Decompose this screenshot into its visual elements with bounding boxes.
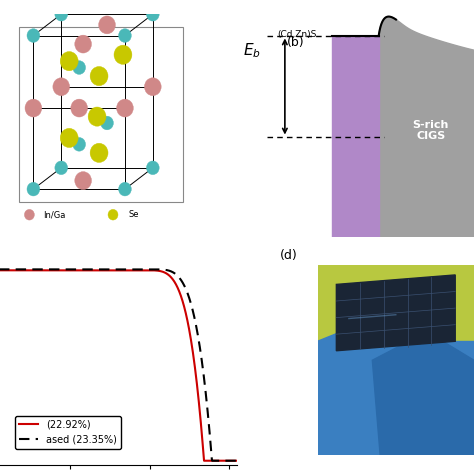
Circle shape: [55, 161, 68, 174]
Text: $E_b$: $E_b$: [243, 42, 261, 60]
Text: In/Ga: In/Ga: [43, 210, 66, 219]
Circle shape: [146, 8, 159, 21]
Circle shape: [75, 35, 91, 53]
Circle shape: [60, 52, 78, 71]
Circle shape: [75, 172, 91, 190]
Legend: (22.92%), ased (23.35%): (22.92%), ased (23.35%): [15, 416, 121, 448]
Circle shape: [118, 182, 131, 196]
Polygon shape: [373, 332, 474, 455]
Text: (b): (b): [286, 36, 304, 49]
Circle shape: [90, 66, 108, 86]
Circle shape: [118, 29, 131, 42]
Circle shape: [73, 137, 85, 151]
Text: (Cd,Zn)S: (Cd,Zn)S: [277, 30, 317, 39]
Bar: [318, 265, 474, 341]
Circle shape: [27, 29, 40, 42]
Text: (d): (d): [280, 249, 298, 263]
Circle shape: [73, 61, 85, 74]
Polygon shape: [332, 36, 379, 237]
Circle shape: [27, 182, 40, 196]
Polygon shape: [318, 322, 396, 455]
Circle shape: [145, 78, 161, 96]
Circle shape: [25, 210, 35, 220]
Circle shape: [114, 45, 132, 64]
Polygon shape: [337, 275, 455, 351]
Bar: [19, 27, 182, 202]
Circle shape: [25, 99, 42, 117]
Circle shape: [146, 161, 159, 174]
Text: Se: Se: [129, 210, 139, 219]
Circle shape: [71, 99, 88, 117]
Polygon shape: [379, 17, 474, 237]
Circle shape: [90, 143, 108, 163]
Circle shape: [88, 107, 106, 126]
Bar: [318, 341, 474, 455]
Circle shape: [53, 78, 70, 96]
Circle shape: [100, 116, 113, 130]
Circle shape: [117, 99, 133, 117]
Circle shape: [108, 210, 118, 220]
Circle shape: [55, 8, 68, 21]
Circle shape: [99, 16, 115, 34]
Text: S-rich
CIGS: S-rich CIGS: [413, 119, 449, 141]
Circle shape: [60, 128, 78, 147]
